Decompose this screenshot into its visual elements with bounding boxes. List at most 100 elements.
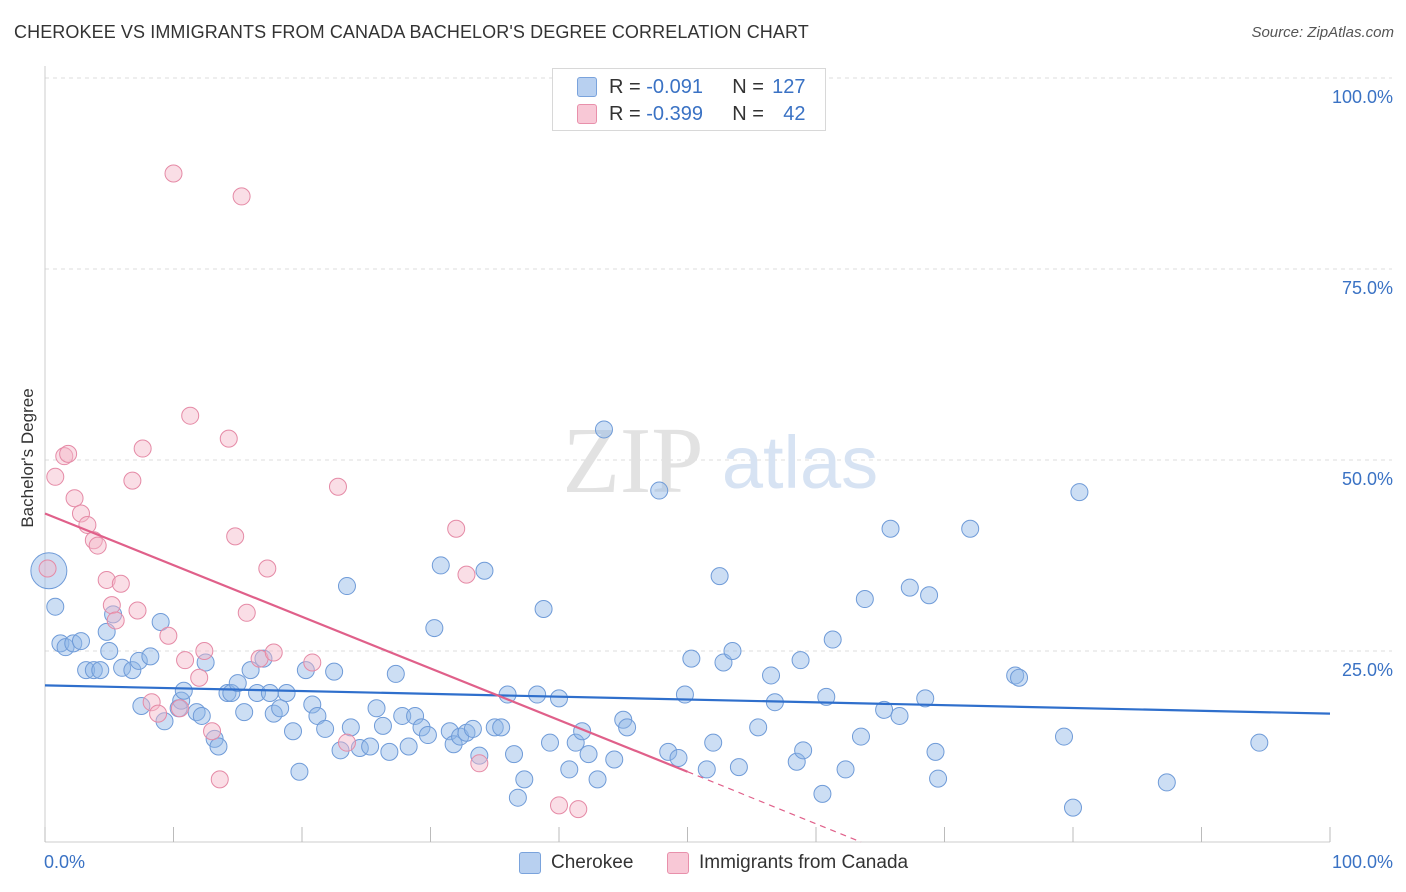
point-cherokee	[91, 661, 110, 680]
point-cherokee	[277, 684, 296, 703]
series-swatch-canada	[667, 852, 689, 874]
point-cherokee	[228, 674, 247, 693]
point-cherokee	[475, 561, 494, 580]
point-cherokee	[196, 653, 215, 672]
point-canada	[457, 565, 476, 584]
point-canada	[164, 164, 183, 183]
chart-title: CHEROKEE VS IMMIGRANTS FROM CANADA BACHE…	[14, 22, 809, 42]
point-cherokee	[100, 642, 119, 660]
point-canada	[258, 559, 277, 578]
point-cherokee	[425, 619, 444, 638]
point-cherokee	[1010, 668, 1029, 687]
point-cherokee	[813, 784, 832, 803]
point-cherokee	[920, 586, 939, 605]
point-cherokee	[710, 567, 729, 586]
point-cherokee	[373, 716, 392, 735]
legend-r-label: R =	[609, 75, 647, 98]
legend-r-value: -0.399	[646, 102, 703, 125]
point-cherokee	[1055, 727, 1074, 746]
point-cherokee	[787, 752, 806, 771]
point-cherokee	[929, 769, 948, 788]
point-cherokee	[881, 519, 900, 538]
point-canada	[237, 603, 256, 622]
point-canada	[170, 699, 189, 718]
point-cherokee	[431, 556, 450, 575]
point-cherokee	[361, 737, 380, 756]
point-cherokee	[192, 706, 211, 725]
point-cherokee	[505, 745, 524, 764]
point-cherokee	[132, 697, 151, 716]
point-cherokee	[380, 742, 399, 761]
point-cherokee	[71, 632, 90, 651]
point-canada	[38, 559, 57, 578]
point-cherokee	[926, 742, 945, 761]
point-cherokee	[1064, 798, 1082, 817]
y-axis-label: Bachelor's Degree	[18, 388, 37, 528]
point-cherokee	[650, 481, 669, 500]
point-canada	[328, 477, 347, 496]
point-cherokee	[418, 726, 437, 745]
series-label-canada: Immigrants from Canada	[699, 852, 909, 873]
point-cherokee	[749, 718, 768, 737]
point-cherokee	[254, 649, 273, 668]
watermark-zip: ZIP	[563, 409, 704, 513]
point-canada	[337, 733, 356, 752]
point-canada	[264, 643, 283, 662]
point-cherokee	[794, 741, 813, 760]
point-cherokee	[284, 722, 303, 741]
point-canada	[149, 704, 168, 723]
point-canada	[176, 651, 195, 670]
trendline-canada	[44, 512, 688, 773]
point-cherokee	[851, 727, 870, 746]
y-tick-50: 50.0%	[1341, 469, 1393, 489]
point-cherokee	[84, 661, 103, 680]
point-canada	[123, 471, 142, 490]
x-tick-100: 100.0%	[1331, 852, 1393, 872]
point-cherokee	[393, 706, 412, 725]
point-canada	[232, 187, 251, 206]
point-cherokee	[303, 695, 322, 714]
point-cherokee	[817, 687, 836, 706]
point-cherokee	[704, 733, 723, 752]
point-cherokee	[30, 552, 68, 590]
point-cherokee	[367, 699, 386, 718]
series-swatch-cherokee	[519, 852, 541, 874]
point-canada	[106, 611, 125, 630]
source-label: Source: ZipAtlas.com	[1251, 24, 1394, 41]
point-cherokee	[386, 664, 405, 683]
point-cherokee	[325, 662, 344, 681]
point-cherokee	[129, 651, 148, 670]
point-canada	[190, 668, 209, 687]
point-cherokee	[316, 719, 335, 738]
point-cherokee	[823, 630, 842, 649]
point-cherokee	[260, 684, 279, 703]
point-cherokee	[560, 760, 579, 779]
point-cherokee	[890, 706, 909, 725]
point-cherokee	[508, 788, 527, 807]
point-canada	[226, 527, 245, 546]
series-legend-canada: Immigrants from Canada	[667, 852, 908, 874]
point-cherokee	[762, 666, 781, 685]
point-cherokee	[123, 661, 142, 680]
point-cherokee	[900, 578, 919, 597]
point-cherokee	[412, 718, 431, 737]
y-tick-100: 100.0%	[1331, 87, 1393, 107]
trend-layer	[44, 512, 1331, 843]
legend-row-canada: R = -0.399 N = 42	[577, 102, 806, 126]
point-cherokee	[566, 733, 585, 752]
point-canada	[88, 536, 107, 555]
point-canada	[111, 574, 130, 593]
point-cherokee	[174, 681, 193, 700]
point-canada	[550, 796, 568, 815]
point-cherokee	[296, 661, 315, 680]
point-cherokee	[961, 519, 980, 538]
point-cherokee	[916, 689, 935, 708]
trendline-cherokee	[44, 684, 1331, 715]
point-cherokee	[723, 642, 742, 660]
point-cherokee	[594, 420, 613, 439]
legend-n-value: 127	[772, 75, 806, 98]
legend-swatch-canada	[577, 104, 597, 124]
point-cherokee	[515, 770, 534, 789]
x-tick-0: 0.0%	[44, 852, 86, 872]
